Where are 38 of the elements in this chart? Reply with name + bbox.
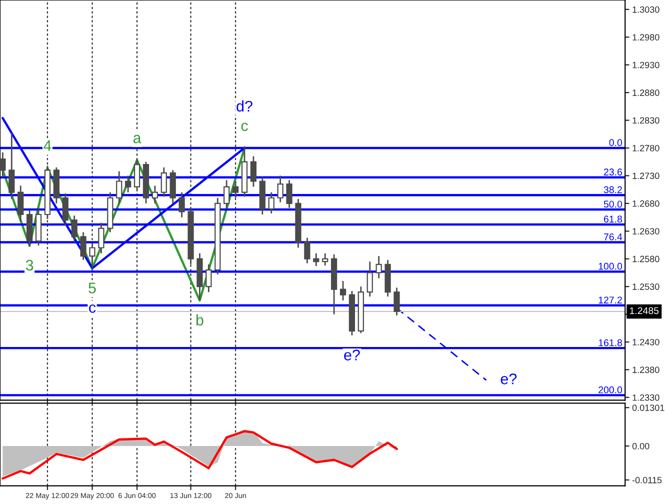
annotation: 61.8: [604, 216, 622, 223]
data-label: c: [89, 304, 96, 313]
data-label: e?: [500, 374, 517, 384]
ref-line-label: 1.2485: [630, 307, 659, 314]
annotation: 76.4: [604, 233, 622, 240]
data-label: d?: [236, 100, 252, 112]
y-tick-label: 0.01301: [632, 404, 664, 411]
y-tick-label: 1.2380: [632, 366, 660, 374]
annotation: 0.0: [609, 139, 622, 146]
data-label: a: [133, 134, 142, 144]
y-tick-label: 1.2980: [632, 34, 660, 40]
y-tick-label: 1.2580: [632, 256, 660, 262]
y-tick-label: 1.2780: [632, 144, 660, 152]
y-tick-label: 1.2830: [632, 117, 660, 124]
y-tick-label: 1.3030: [632, 6, 660, 13]
annotation: 200.0: [598, 386, 622, 394]
annotation: e?: [344, 350, 360, 360]
y-tick-label: 1.2930: [632, 62, 660, 68]
annotation: 5: [88, 282, 96, 294]
annotation: 38.2: [604, 186, 622, 194]
y-tick-label: 1.2530: [632, 284, 660, 290]
data-label: b: [196, 314, 204, 326]
annotation: 3: [26, 260, 34, 271]
y-tick-label: 0.00: [632, 442, 650, 450]
y-tick-label: 1.2730: [632, 172, 660, 180]
y-tick-label: 1.2630: [632, 228, 660, 234]
data-label: c: [241, 122, 248, 132]
y-tick-label: 1.2880: [632, 90, 660, 96]
annotation: 127.2: [598, 296, 622, 304]
y-tick-label: 1.2330: [632, 394, 660, 401]
y-tick-label: -0.0115: [632, 476, 662, 484]
annotation: 4: [44, 140, 52, 151]
annotation: 100.0: [598, 262, 622, 270]
y-tick-label: 1.2430: [632, 338, 660, 346]
y-tick-label: 1.2680: [632, 200, 660, 207]
annotation: 50.0: [604, 200, 622, 208]
annotation: 161.8: [598, 339, 622, 346]
annotation: 23.6: [604, 168, 622, 176]
